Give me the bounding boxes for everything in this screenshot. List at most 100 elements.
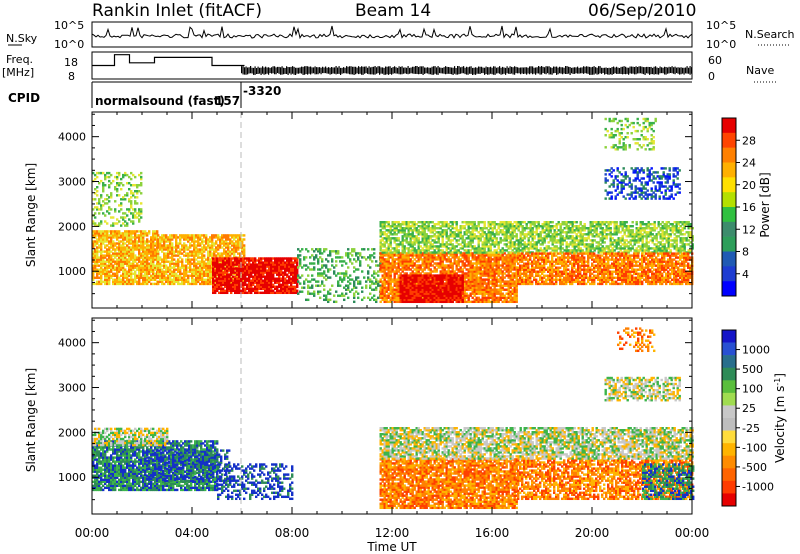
power-cell: [377, 274, 380, 277]
power-cell: [116, 262, 119, 265]
power-cell: [203, 282, 206, 286]
power-cell: [435, 241, 438, 244]
power-cell: [427, 272, 430, 275]
power-cell: [264, 257, 267, 260]
power-cell: [455, 300, 458, 304]
power-cell: [427, 254, 430, 257]
power-cell: [469, 284, 472, 287]
power-cell: [110, 268, 113, 271]
power-cell: [175, 242, 178, 245]
power-cell: [305, 264, 308, 267]
power-cell: [296, 285, 299, 289]
power-cell: [191, 236, 194, 239]
power-cell: [201, 260, 204, 263]
power-cell: [395, 247, 398, 250]
power-cell: [110, 234, 113, 237]
power-cell: [413, 221, 416, 224]
power-cell: [505, 268, 508, 271]
power-cell: [140, 272, 143, 276]
power-cell: [497, 270, 500, 273]
power-cell: [397, 288, 400, 291]
power-cell: [427, 258, 430, 261]
power-cell: [395, 266, 398, 269]
power-cell: [112, 272, 115, 276]
power-cell: [345, 262, 348, 265]
power-cell: [246, 259, 249, 262]
power-cell: [415, 227, 418, 230]
power-cell: [429, 247, 432, 250]
power-cell: [477, 272, 480, 275]
power-cell: [447, 268, 450, 271]
power-cell: [403, 280, 406, 283]
power-cell: [453, 280, 456, 283]
power-cell: [104, 282, 107, 286]
power-cell: [405, 298, 408, 302]
power-cell: [156, 232, 159, 235]
power-cell: [357, 252, 360, 255]
power-cell: [171, 266, 174, 269]
power-cell: [250, 275, 253, 278]
power-cell: [431, 235, 434, 238]
power-cell: [421, 231, 424, 234]
power-cell: [395, 286, 398, 289]
power-cell: [187, 254, 190, 257]
power-cell: [411, 270, 414, 273]
power-cell: [169, 246, 172, 249]
power-cell: [199, 260, 202, 263]
power-cell: [230, 257, 233, 260]
power-cell: [433, 296, 436, 300]
power-cell: [128, 270, 131, 273]
power-cell: [142, 248, 145, 251]
power-cell: [157, 270, 160, 273]
power-cell: [319, 256, 322, 259]
power-cell: [272, 269, 275, 272]
power-cell: [419, 249, 422, 252]
power-cell: [449, 294, 452, 297]
power-cell: [387, 260, 390, 263]
power-cell: [274, 259, 277, 262]
power-cell: [393, 247, 396, 250]
power-cell: [453, 286, 456, 289]
power-cell: [511, 256, 514, 259]
power-cell: [421, 249, 424, 252]
power-cell: [156, 248, 159, 251]
power-cell: [254, 275, 257, 278]
power-cell: [341, 294, 344, 297]
power-cell: [183, 266, 186, 269]
power-cell: [92, 268, 95, 271]
power-cell: [173, 236, 176, 239]
power-cell: [449, 243, 452, 246]
power-cell: [455, 266, 458, 269]
power-cell: [146, 258, 149, 261]
power-cell: [100, 278, 103, 282]
power-cell: [367, 248, 370, 251]
power-cell: [152, 274, 155, 278]
power-cell: [100, 274, 103, 278]
power-cell: [431, 260, 434, 263]
power-cell: [345, 270, 348, 273]
power-cell: [154, 238, 157, 241]
power-cell: [92, 264, 95, 267]
power-cell: [241, 238, 244, 241]
power-cell: [415, 294, 418, 297]
power-cell: [389, 229, 392, 232]
power-cell: [457, 274, 460, 277]
power-cell: [491, 280, 494, 283]
power-cell: [443, 276, 446, 279]
power-cell: [114, 280, 117, 284]
power-cell: [417, 264, 420, 267]
power-cell: [138, 246, 141, 249]
power-cell: [292, 273, 295, 276]
power-cell: [132, 250, 135, 253]
power-cell: [509, 274, 512, 277]
power-cell: [118, 242, 121, 245]
power-cell: [276, 259, 279, 262]
power-cell: [407, 298, 410, 302]
power-cell: [475, 274, 478, 277]
power-cell: [405, 290, 408, 293]
power-cell: [242, 267, 245, 270]
power-cell: [197, 274, 200, 278]
power-cell: [513, 276, 516, 279]
power-cell: [177, 280, 180, 284]
power-cell: [150, 264, 153, 267]
